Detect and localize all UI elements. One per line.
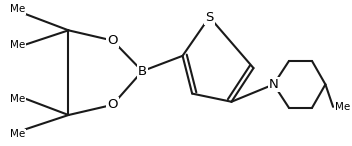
Text: Me: Me [10, 40, 25, 50]
Text: Me: Me [10, 129, 25, 139]
Text: B: B [138, 65, 147, 78]
Text: N: N [269, 78, 278, 91]
Text: Me: Me [335, 102, 350, 112]
Text: O: O [107, 98, 118, 111]
Text: S: S [205, 11, 214, 24]
Text: Me: Me [10, 94, 25, 104]
Text: O: O [107, 34, 118, 47]
Text: Me: Me [10, 4, 25, 14]
